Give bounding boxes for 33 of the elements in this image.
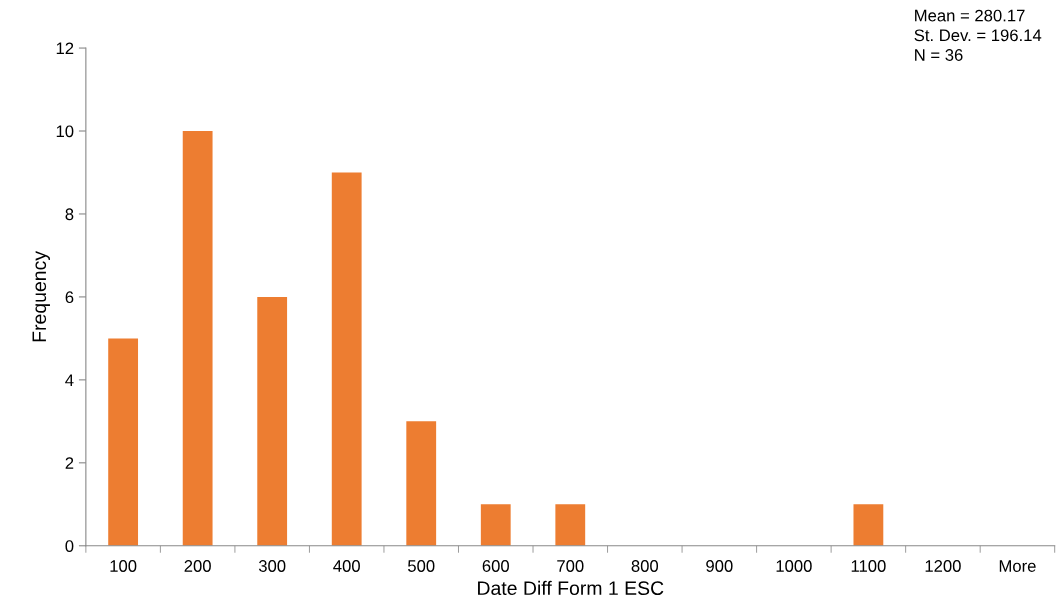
bar — [257, 296, 288, 546]
x-tick-label: More — [999, 560, 1036, 572]
bar — [406, 421, 437, 546]
x-tick-label: 800 — [631, 560, 659, 572]
x-tick-label: 1200 — [925, 560, 961, 572]
x-tick-label: 700 — [557, 560, 584, 572]
bar — [555, 504, 586, 546]
bar — [853, 504, 884, 546]
y-tick-label: 6 — [65, 291, 74, 304]
x-tick-label: 1000 — [776, 560, 812, 572]
x-tick-label: 100 — [110, 560, 137, 572]
y-tick-label: 10 — [56, 125, 74, 138]
y-tick-label: 12 — [56, 42, 74, 55]
y-axis-title: Frequency — [32, 251, 50, 342]
bar — [331, 172, 362, 546]
y-tick-label: 8 — [65, 208, 74, 221]
x-tick-label: 600 — [482, 560, 510, 572]
y-tick-label: 0 — [65, 540, 74, 552]
bar — [182, 131, 213, 546]
bar — [480, 504, 511, 546]
x-tick-label: 900 — [706, 560, 733, 572]
x-tick-label: 200 — [184, 560, 211, 572]
text: Mean = 280.17 — [915, 9, 1025, 22]
y-tick-label: 4 — [65, 374, 74, 386]
text: St. Dev. = 196.14 — [914, 29, 1042, 42]
annotation: N = 36 — [915, 49, 963, 61]
bar — [108, 338, 139, 546]
x-tick-label: 400 — [333, 560, 360, 572]
y-tick-label: 2 — [65, 457, 74, 469]
x-tick-label: 300 — [258, 560, 286, 572]
x-tick-label: 500 — [407, 560, 435, 572]
x-tick-label: 1100 — [851, 560, 886, 572]
x-axis-title: Date Diff Form 1 ESC — [478, 580, 664, 596]
